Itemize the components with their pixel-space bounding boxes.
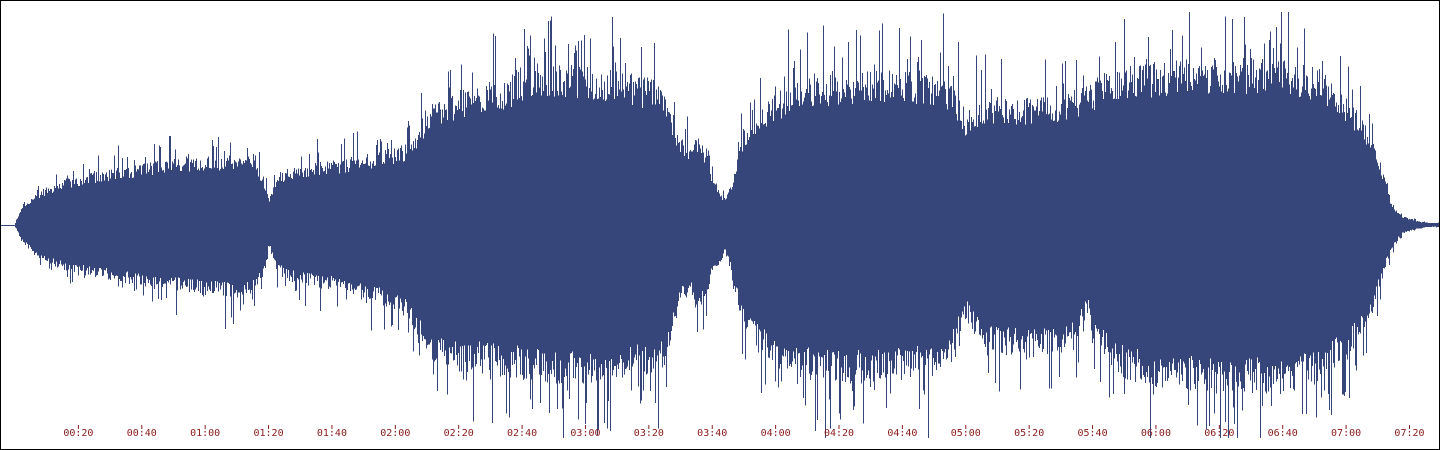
time-tick-label: 01:40 bbox=[317, 428, 347, 439]
time-tick-label: 01:00 bbox=[190, 428, 220, 439]
time-tick-label: 04:40 bbox=[887, 428, 917, 439]
time-tick-label: 02:40 bbox=[507, 428, 537, 439]
time-tick-label: 04:20 bbox=[824, 428, 854, 439]
time-tick-label: 06:40 bbox=[1268, 428, 1298, 439]
time-tick-label: 02:20 bbox=[444, 428, 474, 439]
time-tick-label: 02:00 bbox=[380, 428, 410, 439]
time-tick-label: 04:00 bbox=[761, 428, 791, 439]
time-tick-label: 06:00 bbox=[1141, 428, 1171, 439]
waveform-layer bbox=[1, 12, 1439, 438]
time-tick-label: 03:20 bbox=[634, 428, 664, 439]
time-tick-label: 00:20 bbox=[63, 428, 93, 439]
time-tick-label: 06:20 bbox=[1204, 428, 1234, 439]
time-tick-label: 00:40 bbox=[127, 428, 157, 439]
time-axis-ticks: 00:20 00:40 01:00 01:20 01:40 02:00 02:20 02:40… bbox=[63, 425, 1425, 439]
time-tick-label: 07:20 bbox=[1394, 428, 1424, 439]
time-tick-label: 05:20 bbox=[1014, 428, 1044, 439]
time-tick-label: 05:40 bbox=[1077, 428, 1107, 439]
time-tick-label: 03:40 bbox=[697, 428, 727, 439]
waveform-series bbox=[15, 12, 1439, 438]
time-tick-label: 07:00 bbox=[1331, 428, 1361, 439]
time-tick-label: 01:20 bbox=[253, 428, 283, 439]
time-tick-label: 05:00 bbox=[951, 428, 981, 439]
time-tick-label: 03:00 bbox=[570, 428, 600, 439]
